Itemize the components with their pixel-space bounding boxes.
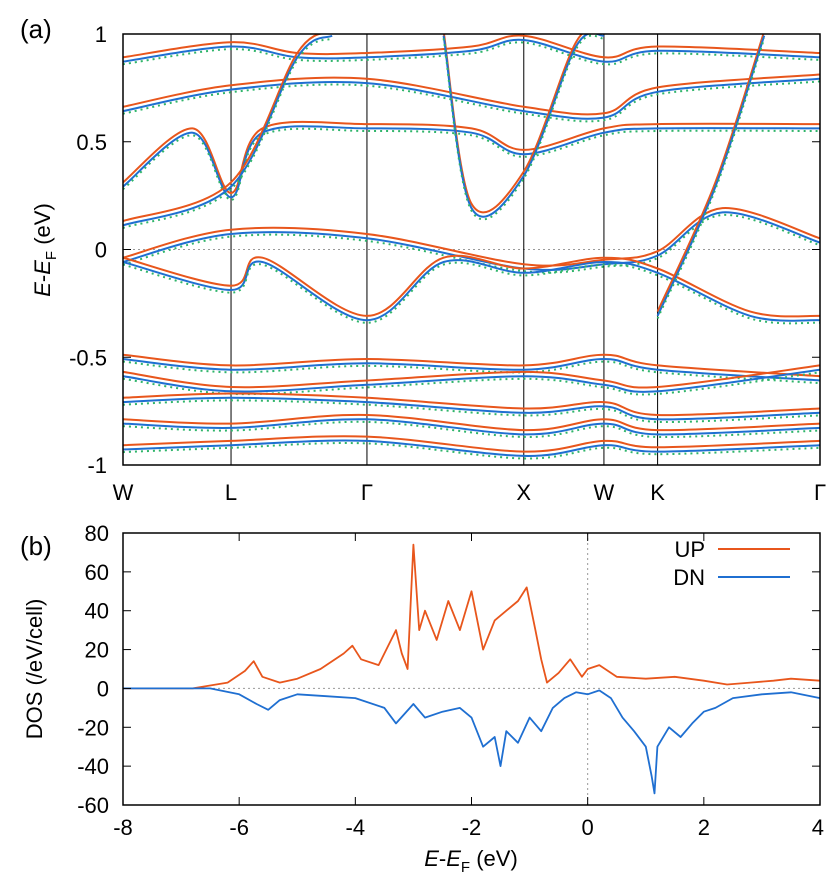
band-dn-8 [123, 418, 820, 436]
band-up-6 [123, 364, 820, 389]
y-ticks-b: 80 60 40 20 0 -20 -40 -60 [77, 521, 820, 818]
band-dn-2 [123, 125, 820, 199]
ytick-label-a-3: -0.5 [69, 345, 107, 370]
plot-frame-a [122, 33, 821, 466]
high-symmetry-lines [230, 34, 659, 465]
kpoint-label-2: Γ [361, 480, 373, 505]
xtick-label-b-4: 0 [582, 815, 594, 840]
band-dn-4 [123, 38, 820, 63]
ylabel-a-sub: F [43, 251, 60, 260]
ytick-label-b-3: 20 [85, 638, 109, 663]
x-ticks-b: -8 -6 -4 -2 0 2 4 [113, 533, 824, 840]
kpoint-label-0: W [113, 480, 134, 505]
kpoint-label-1: L [225, 480, 237, 505]
xtick-label-b-2: -4 [346, 815, 366, 840]
band-up-1 [123, 254, 820, 318]
xtick-label-b-3: -2 [462, 815, 482, 840]
ytick-label-b-6: -40 [77, 754, 109, 779]
dos-line-dn [123, 687, 821, 795]
band-dn-0 [123, 211, 820, 271]
kpoint-label-3: X [516, 480, 531, 505]
kpoint-label-5: K [650, 480, 665, 505]
x-axis-label-b: E-EF (eV) [424, 846, 518, 876]
band-dotted-9 [123, 442, 820, 460]
panel-label-b: (b) [20, 531, 52, 561]
ytick-label-b-5: -20 [77, 715, 109, 740]
band-dotted-8 [123, 420, 820, 439]
band-up-9 [123, 435, 820, 453]
ytick-label-b-4: 0 [97, 676, 109, 701]
band-dotted-10 [123, 37, 333, 229]
ytick-label-b-0: 80 [85, 521, 109, 546]
band-dotted-7 [123, 399, 820, 424]
ylabel-a-e2: E [30, 260, 55, 275]
ytick-label-b-1: 60 [85, 560, 109, 585]
band-dotted-4 [123, 41, 820, 66]
band-dn-10 [123, 34, 333, 227]
band-dotted-2 [123, 127, 820, 201]
band-dn-3 [123, 77, 820, 120]
panel-label-a: (a) [20, 14, 52, 44]
legend: UP DN [673, 537, 790, 590]
band-up-8 [123, 413, 820, 432]
y-axis-label-b: DOS (/eV/cell) [22, 599, 47, 740]
dos-series [123, 543, 821, 795]
band-dn-12 [656, 35, 766, 317]
band-dn-9 [123, 439, 820, 457]
dos-line-up [123, 543, 821, 690]
ytick-label-b-2: 40 [85, 599, 109, 624]
ytick-label-a-2: 0 [95, 238, 107, 263]
band-dn-5 [123, 357, 820, 382]
band-dn-7 [123, 396, 820, 421]
band-up-2 [123, 120, 820, 195]
band-up-3 [123, 73, 820, 116]
y-axis-label-a: E-EF (eV) [30, 203, 60, 297]
band-dotted-3 [123, 80, 820, 123]
legend-label-up: UP [674, 537, 705, 562]
y-ticks-a: 1 0.5 0 -0.5 -1 [69, 22, 820, 478]
ytick-label-a-1: 0.5 [76, 130, 107, 155]
band-up-0 [123, 207, 820, 267]
ytick-label-a-0: 1 [95, 22, 107, 47]
xtick-label-b-5: 2 [698, 815, 710, 840]
xlabel-b-unit: (eV) [470, 846, 518, 871]
band-up-7 [123, 392, 820, 417]
band-dotted-1 [123, 261, 820, 325]
band-up-12 [656, 34, 765, 313]
band-dn-1 [123, 259, 820, 322]
band-up-10 [123, 34, 325, 223]
band-lines [123, 34, 820, 460]
plot-frame-b [122, 532, 821, 806]
xlabel-b-sub: F [461, 859, 470, 876]
xtick-label-b-1: -6 [229, 815, 249, 840]
ylabel-a-dash: - [30, 275, 55, 282]
xlabel-b-e2: E [446, 846, 461, 871]
band-dotted-0 [123, 213, 820, 274]
band-up-5 [123, 353, 820, 378]
legend-label-dn: DN [673, 565, 705, 590]
band-up-4 [123, 34, 820, 59]
kpoint-label-4: W [594, 480, 615, 505]
xtick-label-b-0: -8 [113, 815, 133, 840]
xtick-label-b-6: 4 [812, 815, 824, 840]
band-dn-6 [123, 368, 820, 393]
ytick-label-a-4: -1 [87, 453, 107, 478]
ylabel-a-e1: E [30, 282, 55, 297]
band-dotted-12 [656, 37, 766, 319]
kpoint-label-6: Γ [814, 480, 826, 505]
xlabel-b-e1: E [424, 846, 439, 871]
ylabel-a-unit: (eV) [30, 203, 55, 251]
ytick-label-b-7: -60 [77, 793, 109, 818]
xlabel-b-dash: - [439, 846, 446, 871]
band-dotted-11 [442, 34, 605, 221]
